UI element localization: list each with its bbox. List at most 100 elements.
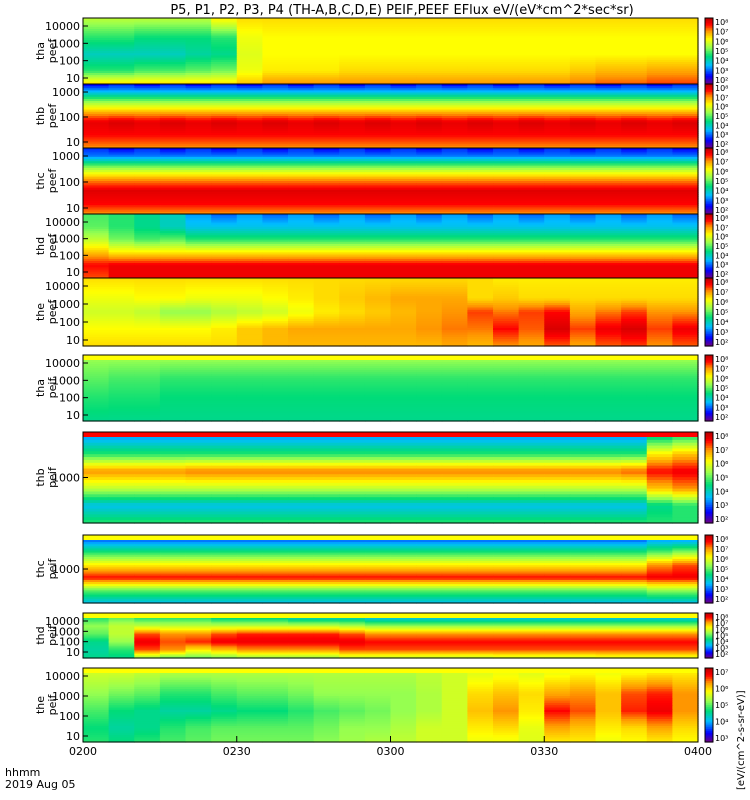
heatmap-cell (467, 459, 494, 464)
colorbar-segment (705, 210, 713, 213)
heatmap-cell (672, 107, 699, 111)
heatmap-cell (595, 282, 622, 286)
heatmap-cell (262, 209, 289, 213)
heatmap-cell (416, 154, 443, 158)
heatmap-cell (236, 410, 263, 414)
y-tick-label: 10 (66, 202, 80, 215)
heatmap-cell (108, 189, 135, 193)
colorbar-segment (705, 399, 713, 402)
heatmap-cell (390, 284, 417, 288)
heatmap-cell (672, 118, 699, 121)
heatmap-cell (569, 79, 597, 83)
heatmap-cell (467, 29, 494, 32)
heatmap-cell (313, 437, 340, 441)
heatmap-cell (416, 88, 443, 91)
heatmap-cell (313, 305, 340, 309)
heatmap-cell (569, 124, 597, 128)
heatmap-cell (108, 256, 135, 260)
heatmap-cell (159, 26, 187, 30)
colorbar-segment (705, 169, 713, 172)
heatmap-cell (134, 57, 161, 61)
heatmap-cell (134, 282, 161, 286)
heatmap-cell (416, 437, 443, 441)
colorbar-segment (705, 67, 713, 70)
heatmap-cell (134, 109, 161, 113)
heatmap-cell (108, 275, 135, 279)
colorbar-segment (705, 69, 713, 72)
heatmap-cell (236, 263, 263, 266)
heatmap-cell (441, 118, 468, 121)
heatmap-cell (364, 372, 392, 375)
heatmap-cell (621, 145, 648, 149)
heatmap-cell (83, 228, 110, 232)
heatmap-cell (108, 414, 135, 418)
heatmap-cell (544, 416, 571, 420)
heatmap-cell (159, 113, 187, 117)
heatmap-cell (493, 176, 520, 180)
heatmap-cell (390, 44, 417, 48)
heatmap-cell (595, 135, 622, 138)
heatmap-cell (416, 404, 443, 408)
heatmap-cell (313, 137, 340, 141)
heatmap-cell (569, 226, 597, 230)
heatmap-cell (339, 222, 366, 226)
heatmap-cell (621, 368, 648, 371)
heatmap-cell (441, 327, 468, 331)
heatmap-cell (595, 103, 622, 106)
heatmap-cell (646, 394, 673, 398)
heatmap-cell (569, 172, 597, 175)
heatmap-cell (544, 44, 571, 48)
heatmap-cell (364, 152, 392, 156)
heatmap-cell (313, 327, 340, 331)
heatmap-cell (83, 84, 110, 87)
heatmap-cell (672, 368, 699, 371)
heatmap-cell (108, 418, 135, 422)
heatmap-cell (339, 172, 366, 175)
heatmap-cell (441, 402, 468, 406)
heatmap-cell (467, 323, 494, 327)
heatmap-cell (390, 402, 417, 406)
heatmap-cell (364, 120, 392, 123)
colorbar-tick-label: 10² (715, 140, 728, 149)
colorbar-segment (705, 296, 713, 299)
heatmap-cell (364, 126, 392, 130)
heatmap-cell (518, 170, 545, 173)
heatmap-cell (646, 165, 673, 169)
heatmap-cell (211, 334, 238, 338)
colorbar-segment (705, 82, 713, 85)
heatmap-cell (211, 103, 238, 106)
heatmap-cell (262, 167, 289, 171)
heatmap-cell (159, 250, 187, 253)
heatmap-cell (83, 442, 110, 447)
heatmap-cell (288, 280, 315, 284)
heatmap-cell (83, 48, 110, 52)
heatmap-cell (339, 200, 366, 204)
heatmap-cell (185, 105, 212, 109)
heatmap-cell (441, 366, 468, 369)
heatmap-cell (83, 133, 110, 136)
heatmap-cell (339, 278, 366, 281)
heatmap-cell (518, 267, 545, 271)
colorbar-segment (705, 59, 713, 62)
heatmap-cell (83, 203, 110, 206)
heatmap-cell (390, 62, 417, 65)
heatmap-cell (493, 382, 520, 385)
heatmap-cell (672, 135, 699, 138)
heatmap-cell (185, 111, 212, 115)
heatmap-cell (108, 216, 135, 219)
heatmap-cell (646, 402, 673, 406)
heatmap-cell (569, 86, 597, 89)
heatmap-cell (262, 243, 289, 247)
y-tick-label: 10000 (45, 216, 80, 229)
heatmap-cell (211, 360, 238, 363)
heatmap-cell (416, 287, 443, 290)
heatmap-cell (518, 291, 545, 295)
heatmap-cell (441, 334, 468, 338)
heatmap-cell (416, 33, 443, 37)
heatmap-cell (569, 207, 597, 211)
heatmap-cell (595, 364, 622, 367)
heatmap-cell (364, 62, 392, 65)
heatmap-cell (313, 226, 340, 230)
heatmap-cell (288, 330, 315, 333)
heatmap-cell (544, 254, 571, 258)
